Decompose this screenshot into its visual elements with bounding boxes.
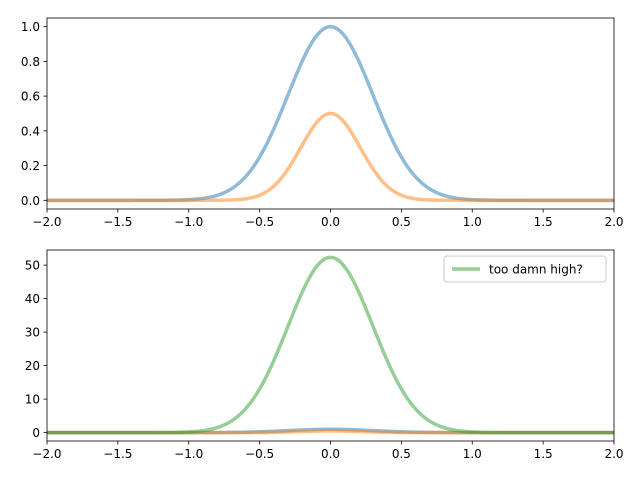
y-tick-label: 0.8 (21, 55, 40, 69)
y-tick-label: 20 (25, 359, 40, 373)
y-tick-label: 30 (25, 326, 40, 340)
x-tick-label: 0.5 (392, 447, 411, 461)
subplot-1: −2.0 −1.5 −1.0 −0.5 0.0 0.5 1.0 1.5 2.0 0.0 0.2 0.4… (21, 17, 624, 229)
series-lines (47, 24, 614, 203)
x-tick-label: 1.0 (463, 215, 482, 229)
y-tick-label: 40 (25, 292, 40, 306)
x-tick-label: 2.0 (604, 215, 623, 229)
x-tick-label: −2.0 (32, 215, 61, 229)
x-tick-label: −2.0 (32, 447, 61, 461)
y-tick-label: 0.0 (21, 194, 40, 208)
legend: too damn high? (443, 255, 607, 283)
x-tick-label: 2.0 (604, 447, 623, 461)
x-tick-label: 1.0 (463, 447, 482, 461)
subplot-2: −2.0 −1.5 −1.0 −0.5 0.0 0.5 1.0 1.5 2.0 0 10 20 30 40… (25, 249, 624, 461)
x-tick-label: 1.5 (534, 215, 553, 229)
series-line-3 (47, 255, 614, 435)
y-tick-label: 0 (32, 426, 40, 440)
x-tick-label: −1.5 (103, 215, 132, 229)
x-tick-label: −0.5 (245, 215, 274, 229)
x-tick-label: −1.0 (174, 447, 203, 461)
x-tick-label: 0.5 (392, 215, 411, 229)
y-tick-label: 10 (25, 393, 40, 407)
x-tick-label: 0.0 (321, 447, 340, 461)
y-tick-label: 0.4 (21, 124, 40, 138)
series-line-2 (47, 111, 614, 203)
x-tick-label: 1.5 (534, 447, 553, 461)
legend-label: too damn high? (489, 263, 583, 277)
y-tick-label: 1.0 (21, 20, 40, 34)
y-tick-label: 0.6 (21, 90, 40, 104)
x-tick-label: −0.5 (245, 447, 274, 461)
x-tick-label: −1.0 (174, 215, 203, 229)
y-tick-label: 50 (25, 259, 40, 273)
legend-box (443, 255, 607, 283)
y-tick-label: 0.2 (21, 159, 40, 173)
x-tick-label: −1.5 (103, 447, 132, 461)
x-tick-label: 0.0 (321, 215, 340, 229)
series-lines (47, 255, 614, 435)
